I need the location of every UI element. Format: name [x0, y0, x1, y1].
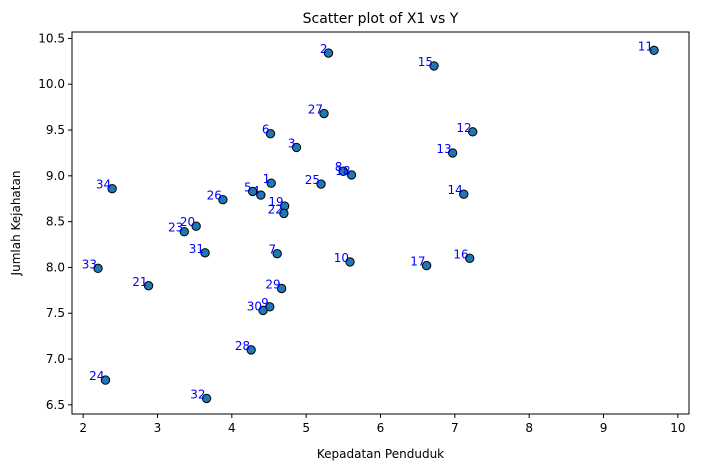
- data-point: [265, 128, 276, 139]
- point-label: 5: [244, 180, 252, 194]
- point-label: 23: [168, 221, 183, 235]
- y-tick-label: 8.5: [46, 215, 65, 229]
- data-point: [323, 48, 334, 58]
- point-label: 22: [268, 202, 283, 216]
- point-label: 11: [638, 39, 653, 53]
- y-tick-label: 8.0: [46, 260, 65, 274]
- point-label: 29: [265, 277, 280, 291]
- data-point: [100, 375, 111, 385]
- x-tick-label: 7: [451, 421, 459, 435]
- data-point: [346, 170, 357, 180]
- point-label: 20: [180, 215, 195, 229]
- data-point: [447, 148, 458, 158]
- point-label: 12: [456, 121, 471, 135]
- data-point: [272, 248, 282, 259]
- data-point: [319, 108, 329, 119]
- x-tick-label: 4: [228, 421, 236, 435]
- point-label: 2: [320, 42, 328, 56]
- chart-title: Scatter plot of X1 vs Y: [303, 11, 459, 27]
- plot-area: 1234567891011121314151617181920212223242…: [82, 39, 659, 404]
- point-label: 30: [247, 299, 262, 313]
- point-label: 13: [436, 142, 451, 156]
- data-point: [276, 283, 287, 294]
- y-tick-label: 10.0: [38, 77, 65, 91]
- data-point: [459, 189, 469, 199]
- point-label: 10: [334, 251, 349, 265]
- y-axis: 6.5 7.0 7.5 8.0 8.5 9.0 9.5 10.0 10.5: [38, 31, 72, 412]
- point-label: 28: [235, 339, 250, 353]
- point-label: 32: [190, 387, 205, 401]
- data-point: [258, 305, 268, 316]
- data-point: [191, 221, 201, 231]
- point-label: 26: [207, 189, 222, 203]
- x-tick-label: 5: [302, 421, 310, 435]
- point-label: 7: [269, 243, 277, 257]
- data-point: [246, 345, 256, 355]
- data-point: [256, 190, 266, 200]
- y-tick-label: 7.5: [46, 306, 65, 320]
- data-point: [345, 257, 355, 267]
- point-label: 24: [89, 369, 104, 383]
- point-label: 16: [453, 247, 468, 261]
- plot-frame: [71, 31, 690, 415]
- data-point: [649, 45, 659, 56]
- data-point: [200, 248, 210, 258]
- x-axis-title: Kepadatan Penduduk: [317, 447, 444, 461]
- point-label: 21: [132, 275, 147, 289]
- point-label: 3: [288, 136, 296, 150]
- x-tick-label: 10: [670, 421, 685, 435]
- point-label: 8: [335, 160, 343, 174]
- point-label: 15: [418, 55, 433, 69]
- point-label: 6: [262, 123, 270, 137]
- point-label: 25: [305, 173, 320, 187]
- data-point: [266, 178, 276, 188]
- data-point: [218, 194, 228, 205]
- y-tick-label: 10.5: [38, 31, 65, 45]
- point-label: 9: [261, 296, 269, 310]
- point-label: 34: [96, 178, 111, 192]
- data-point: [291, 142, 302, 153]
- x-tick-label: 6: [377, 421, 385, 435]
- data-point: [467, 127, 478, 137]
- point-label: 14: [447, 183, 462, 197]
- point-label: 19: [268, 195, 283, 209]
- point-label: 18: [335, 164, 350, 178]
- x-tick-label: 2: [79, 421, 87, 435]
- data-point: [316, 179, 326, 189]
- data-point: [338, 166, 349, 176]
- x-tick-label: 3: [154, 421, 162, 435]
- x-tick-label: 8: [525, 421, 533, 435]
- y-tick-label: 7.0: [46, 352, 65, 366]
- x-axis: 2 3 4 5 6 7 8 9 10: [79, 414, 685, 435]
- point-label: 17: [410, 255, 425, 269]
- y-tick-label: 9.5: [46, 123, 65, 137]
- data-point: [429, 61, 439, 71]
- y-tick-label: 6.5: [46, 398, 65, 412]
- data-point: [201, 393, 212, 404]
- data-point: [465, 253, 475, 263]
- data-point: [93, 263, 103, 274]
- point-label: 31: [189, 242, 204, 256]
- point-label: 27: [308, 103, 323, 117]
- data-point: [247, 186, 258, 197]
- data-point: [421, 260, 432, 271]
- point-label: 1: [263, 172, 271, 186]
- y-axis-title: Jumlah Kejahatan: [9, 171, 23, 277]
- data-point: [179, 227, 189, 237]
- data-point: [107, 183, 117, 194]
- data-point: [143, 281, 154, 291]
- data-point: [279, 208, 289, 219]
- point-label: 33: [82, 257, 97, 271]
- x-tick-label: 9: [600, 421, 608, 435]
- y-tick-label: 9.0: [46, 169, 65, 183]
